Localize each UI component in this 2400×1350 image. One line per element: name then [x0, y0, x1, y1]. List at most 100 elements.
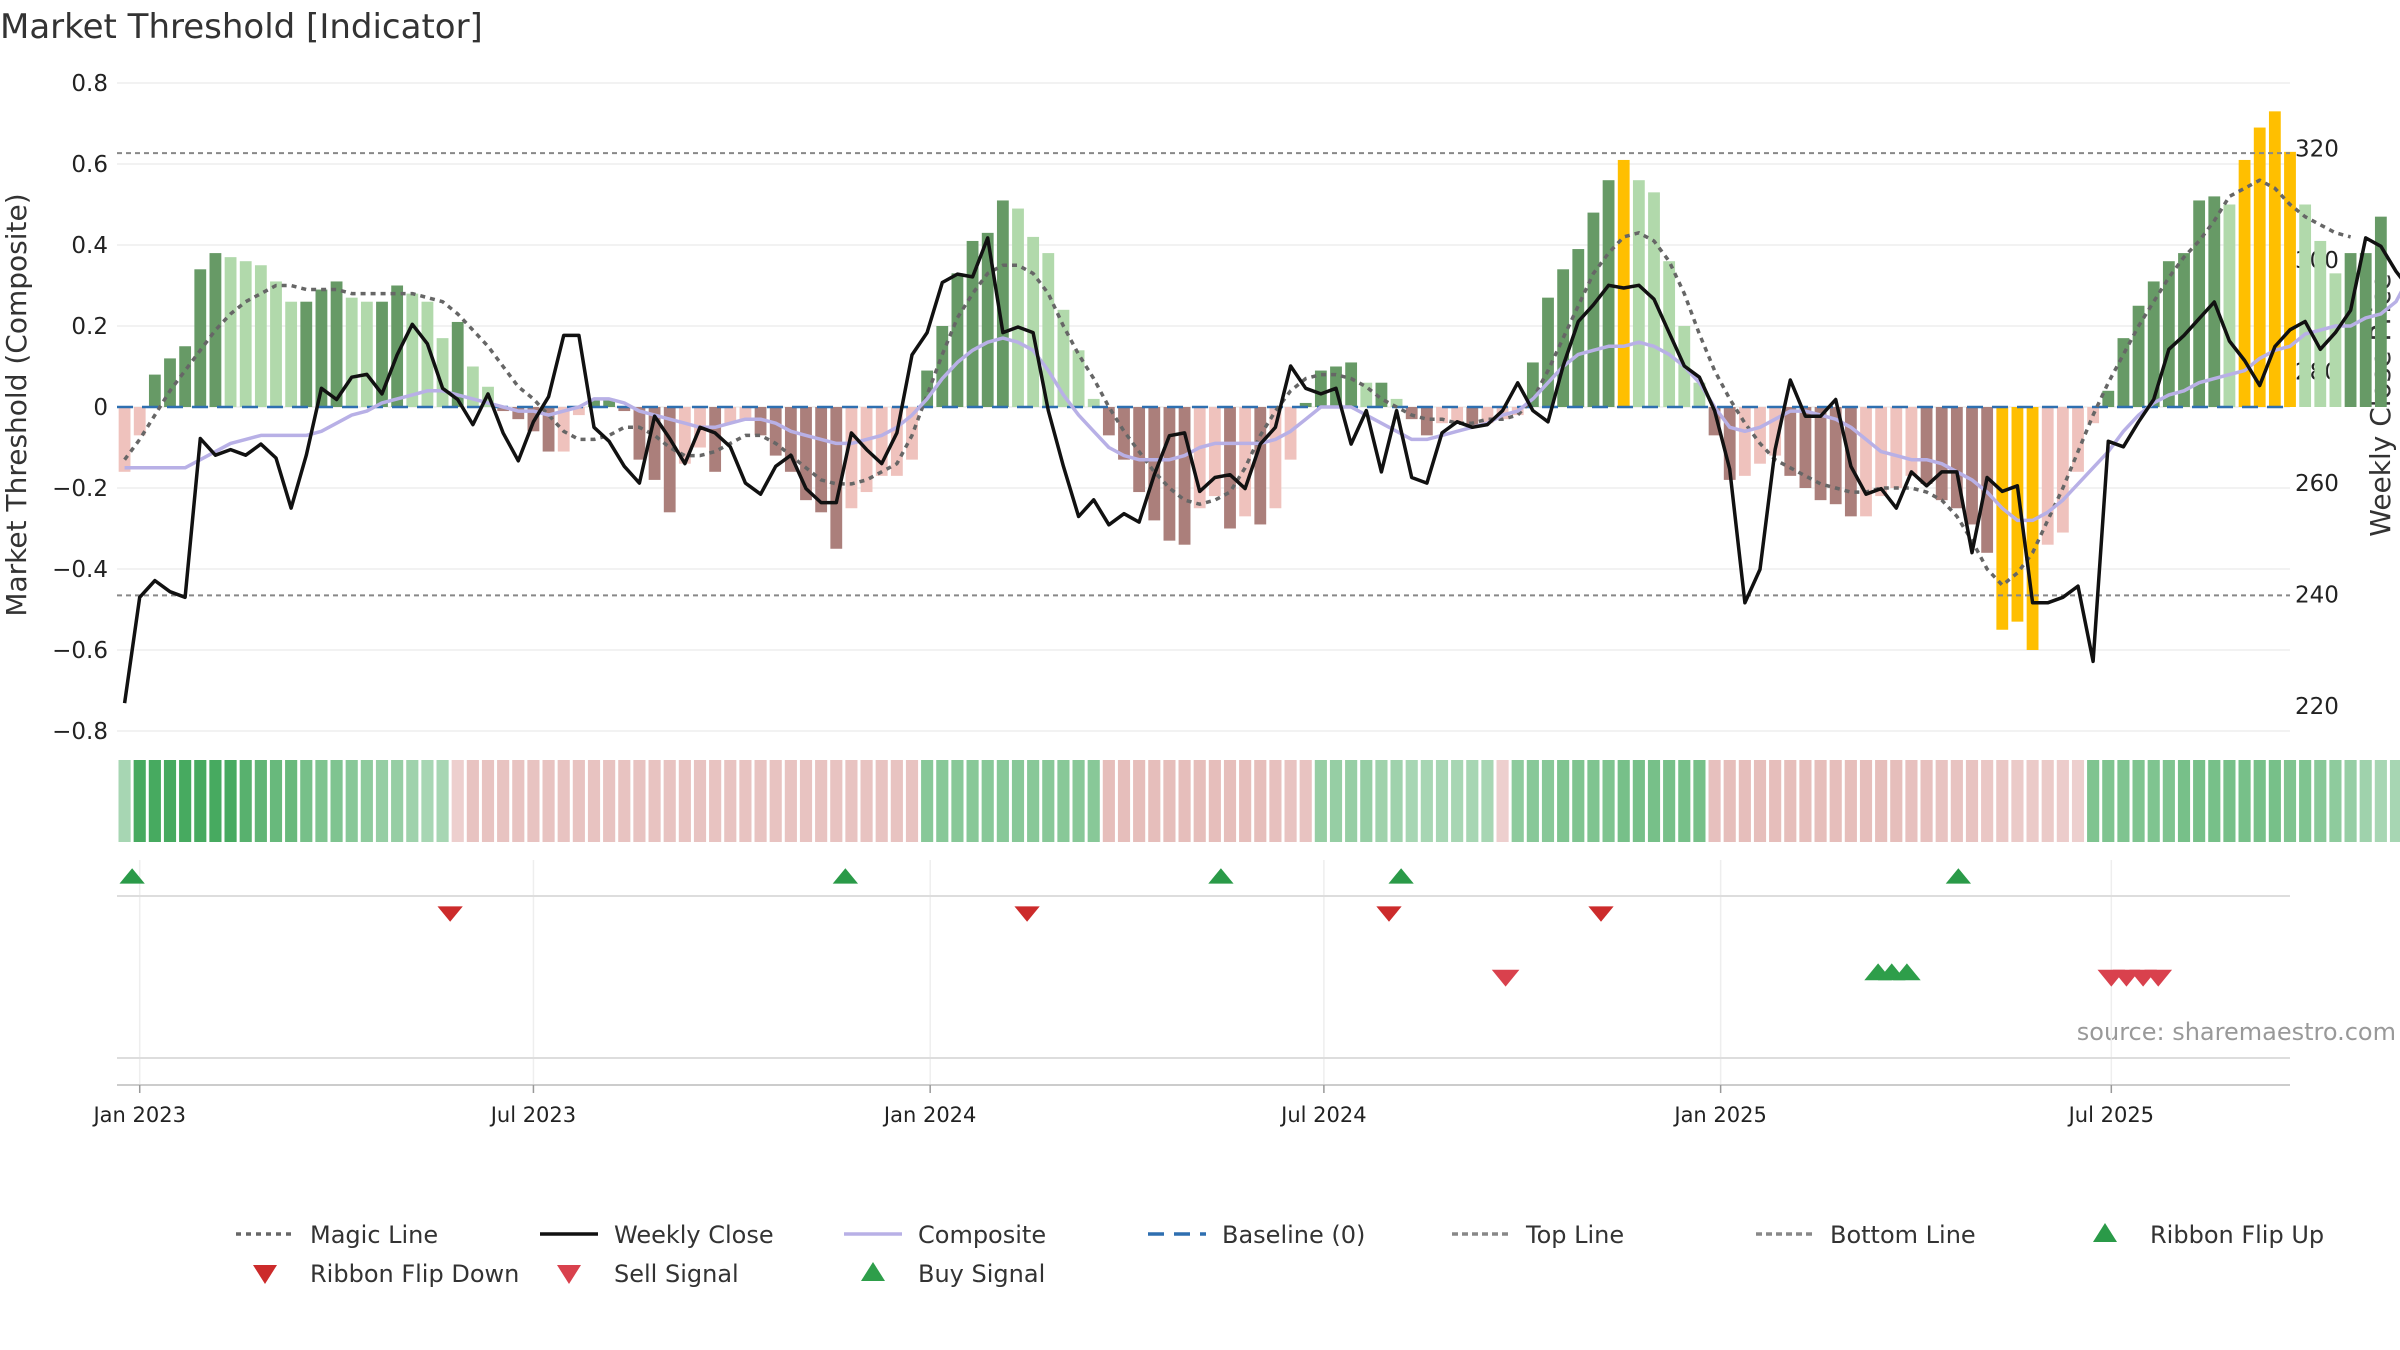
x-tick-label: Jul 2023: [489, 1103, 576, 1127]
ribbon-cell: [709, 760, 722, 842]
y-tick-label: 0.6: [71, 152, 108, 178]
y-tick-label: −0.2: [52, 476, 108, 502]
composite-bar: [815, 407, 828, 513]
legend-swatch: [253, 1265, 277, 1284]
composite-bar: [270, 281, 282, 407]
ribbon-cell: [194, 760, 207, 842]
composite-bar: [1799, 407, 1812, 488]
ribbon-cell: [1541, 760, 1555, 842]
ribbon-cell: [1057, 760, 1070, 842]
composite-bar: [1496, 407, 1509, 420]
ribbon-cell: [845, 760, 858, 842]
ribbon-cell: [497, 760, 510, 842]
ribbon-cell: [1011, 760, 1025, 842]
composite-bar: [800, 407, 812, 501]
ribbon-cell: [406, 760, 419, 842]
ribbon-cell: [2011, 760, 2024, 842]
ribbon-cell: [1072, 760, 1085, 842]
composite-bar: [1950, 407, 1963, 509]
composite-bar: [1890, 407, 1903, 488]
composite-bar: [2162, 261, 2175, 407]
composite-bar: [239, 261, 252, 407]
ribbon-cell: [315, 760, 328, 842]
ribbon-cell: [875, 760, 888, 842]
ribbon-cell: [2344, 760, 2357, 842]
composite-bar: [133, 407, 146, 436]
composite-bar: [1602, 180, 1615, 407]
ribbon-cell: [936, 760, 949, 842]
ribbon-cell: [860, 760, 873, 842]
composite-bar: [360, 301, 373, 407]
ribbon-cell: [1935, 760, 1948, 842]
ribbon-cell: [2193, 760, 2206, 842]
ribbon-cell: [345, 760, 358, 842]
ribbon-cell: [1753, 760, 1767, 842]
ribbon-cell: [300, 760, 313, 842]
ribbon-cell: [2056, 760, 2069, 842]
ribbon-cell: [2117, 760, 2130, 842]
ribbon-cell: [2314, 760, 2327, 842]
composite-bar: [1693, 382, 1706, 407]
composite-bar: [875, 407, 888, 476]
ribbon-cell: [1435, 760, 1449, 842]
x-tick-label: Jul 2024: [1279, 1103, 1366, 1127]
ribbon-cell: [2041, 760, 2054, 842]
y-tick-label: 0.4: [71, 233, 108, 259]
composite-series: [124, 290, 2400, 523]
composite-bar: [1996, 407, 2009, 630]
ribbon-cell: [1133, 760, 1146, 842]
composite-bar: [1860, 407, 1872, 517]
legend-item: Buy Signal: [861, 1260, 1045, 1288]
composite-bar: [1390, 398, 1403, 407]
ribbon-cell: [133, 760, 146, 842]
ribbon-cell: [1087, 760, 1100, 842]
composite-bar: [2193, 200, 2206, 407]
x-tick-label: Jan 2025: [1672, 1103, 1767, 1127]
sell-signal-marker: [2144, 969, 2173, 987]
ribbon-cell: [2223, 760, 2236, 842]
ribbon-cell: [239, 760, 252, 842]
ribbon-cell: [1511, 760, 1524, 842]
ribbon-cell: [1723, 760, 1736, 842]
ribbon-flip-down-marker: [1588, 906, 1614, 922]
composite-bar: [1027, 236, 1040, 407]
composite-bar: [2102, 390, 2115, 407]
composite-bar: [906, 407, 918, 460]
ribbon-cell: [784, 760, 797, 842]
ribbon-cell: [2162, 760, 2175, 842]
ribbon-cell: [2132, 760, 2145, 842]
ribbon-cell: [815, 760, 828, 842]
x-tick-label: Jan 2023: [91, 1103, 186, 1127]
composite-bar: [588, 398, 600, 407]
composite-bar: [1299, 402, 1312, 407]
composite-bar: [1224, 407, 1236, 529]
composite-bar: [345, 297, 358, 407]
composite-bar: [1617, 159, 1630, 407]
ribbon-cell: [1663, 760, 1676, 842]
ribbon-cell: [1693, 760, 1706, 842]
ribbon-cell: [1965, 760, 1979, 842]
composite-bar: [1920, 407, 1933, 484]
composite-bar: [769, 407, 782, 456]
ribbon-flip-down-marker: [1014, 906, 1040, 922]
ribbon-cell: [2071, 760, 2085, 842]
composite-bar: [1102, 407, 1115, 436]
ribbon-cell: [572, 760, 585, 842]
ribbon-cell: [1602, 760, 1615, 842]
ribbon-cell: [769, 760, 782, 842]
composite-bar: [1451, 407, 1464, 424]
x-tick-label: Jul 2025: [2067, 1103, 2154, 1127]
ribbon-cell: [1299, 760, 1312, 842]
ribbon-flip-up-marker: [1945, 868, 1972, 884]
composite-bar: [1405, 407, 1418, 420]
ribbon-cell: [693, 760, 707, 842]
ribbon-flip-down-marker: [1376, 906, 1402, 922]
composite-bar: [1133, 407, 1146, 493]
composite-bar: [1935, 407, 1948, 501]
composite-bar: [603, 398, 616, 407]
composite-bar: [2026, 407, 2039, 650]
ribbon-cell: [285, 760, 298, 842]
composite-bar: [1436, 407, 1448, 424]
composite-bar: [542, 407, 555, 452]
legend-label: Buy Signal: [918, 1260, 1045, 1288]
